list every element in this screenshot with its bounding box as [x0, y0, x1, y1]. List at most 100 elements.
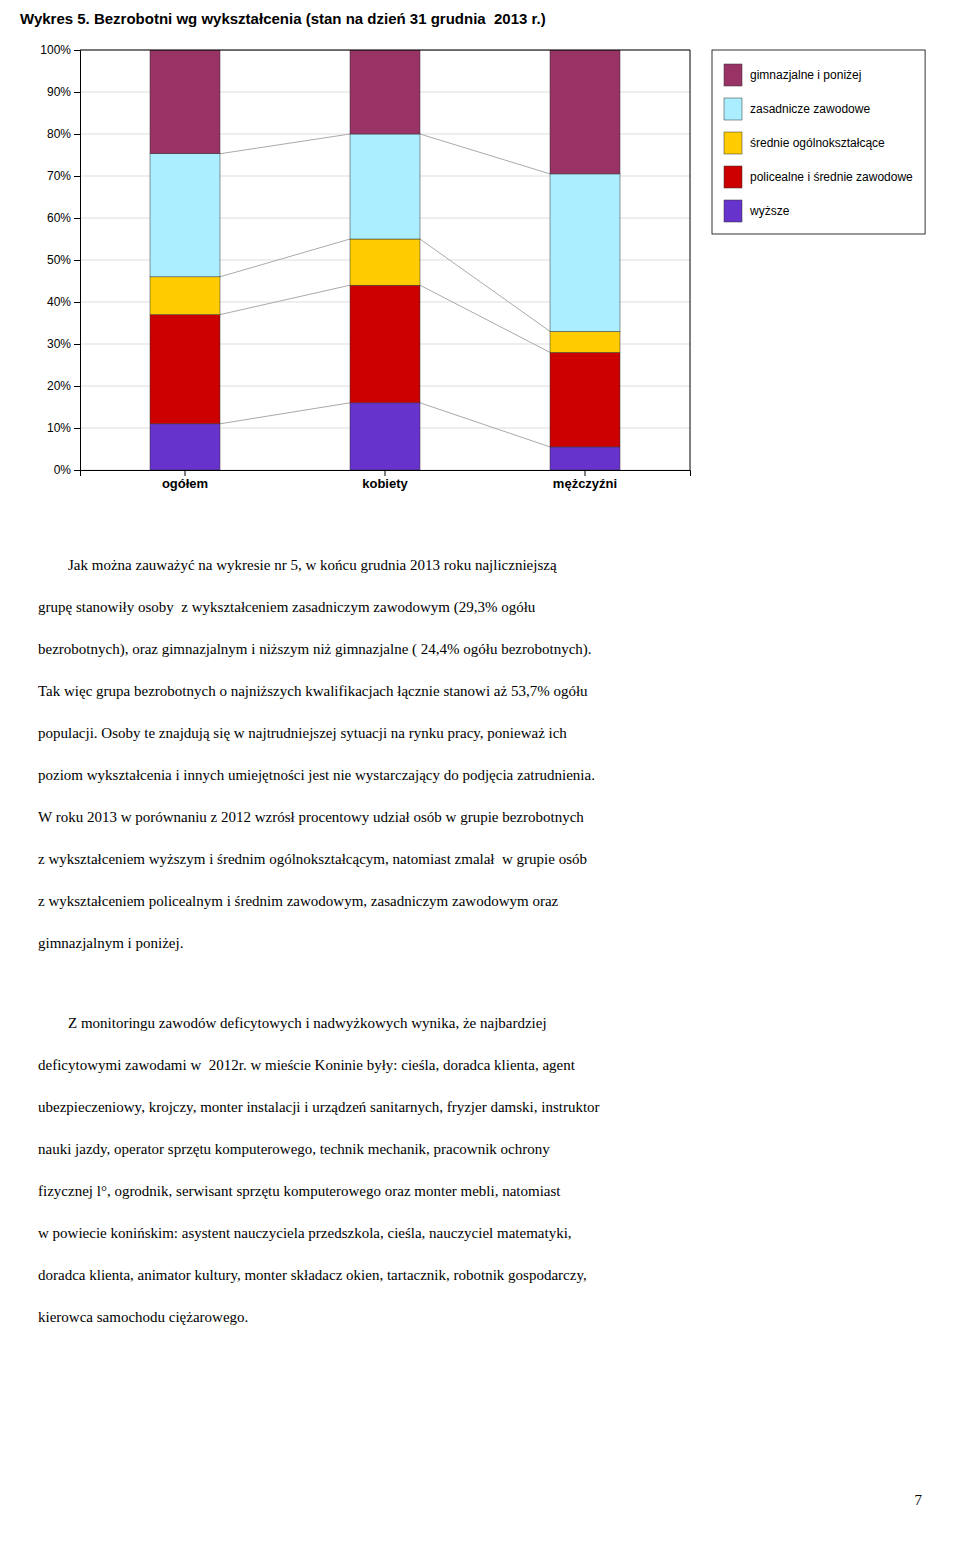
page: Wykres 5. Bezrobotni wg wykształcenia (s…	[0, 0, 960, 1541]
plot-area	[150, 50, 620, 470]
tick-label: 20%	[47, 379, 71, 393]
axis-line	[74, 51, 81, 471]
text-body: Jak można zauważyć na wykresie nr 5, w k…	[38, 557, 600, 1325]
paragraph-line: gimnazjalnym i poniżej.	[38, 935, 183, 951]
tick: 80%	[47, 127, 80, 141]
tick-label: kobiety	[362, 476, 408, 491]
connector-line	[420, 285, 550, 352]
tick-label: 40%	[47, 295, 71, 309]
tick-label: 80%	[47, 127, 71, 141]
bar	[150, 424, 220, 470]
paragraph-line: grupę stanowiły osoby z wykształceniem z…	[38, 599, 536, 616]
paragraph-line: fizycznej l°, ogrodnik, serwisant sprzęt…	[38, 1183, 561, 1199]
paragraph-line: Jak można zauważyć na wykresie nr 5, w k…	[38, 557, 557, 573]
tick-mark	[74, 470, 80, 471]
legend-swatch	[724, 166, 742, 188]
paragraph-line: W roku 2013 w porównaniu z 2012 wzrósł p…	[38, 809, 584, 825]
tick: 10%	[47, 421, 80, 435]
tick-mark	[585, 470, 586, 476]
bar	[150, 154, 220, 277]
tick-label: ogółem	[162, 476, 208, 491]
bar	[550, 352, 620, 447]
tick: 40%	[47, 295, 80, 309]
tick-label: 90%	[47, 85, 71, 99]
paragraph-line: Z monitoringu zawodów deficytowych i nad…	[38, 1015, 547, 1031]
tick-label: 70%	[47, 169, 71, 183]
bar	[550, 331, 620, 352]
tick-mark	[74, 428, 80, 429]
tick: 20%	[47, 379, 80, 393]
tick-label: mężczyźni	[553, 476, 617, 491]
tick: 90%	[47, 85, 80, 99]
tick: ogółem	[162, 470, 208, 491]
bar	[350, 285, 420, 403]
bar	[550, 50, 620, 174]
series-bars	[150, 134, 620, 331]
legend-label: średnie ogólnokształcące	[750, 136, 885, 150]
connector-line	[420, 134, 550, 174]
legend-label: policealne i średnie zawodowe	[750, 170, 913, 184]
tick: 70%	[47, 169, 80, 183]
paragraph-line: nauki jazdy, operator sprzętu komputerow…	[38, 1141, 550, 1157]
legend: gimnazjalne i poniżej zasadnicze zawodowe…	[712, 50, 925, 234]
tick-mark	[74, 50, 80, 51]
bars	[150, 50, 620, 470]
tick: kobiety	[362, 470, 408, 491]
connector-line	[220, 285, 350, 314]
legend-label: gimnazjalne i poniżej	[750, 68, 861, 82]
tick: mężczyźni	[553, 470, 617, 491]
chart-title: Wykres 5. Bezrobotni wg wykształcenia (s…	[20, 10, 546, 27]
grid-line	[80, 50, 690, 51]
bar	[350, 50, 420, 134]
legend-swatch	[724, 200, 742, 222]
connectors	[220, 50, 550, 447]
bar	[550, 447, 620, 470]
tick: 60%	[47, 211, 80, 225]
tick-mark	[185, 470, 186, 476]
x-axis: ogółem kobiety mężczyźni	[81, 470, 691, 491]
paragraph-line: z wykształceniem policealnym i średnim z…	[38, 893, 559, 909]
paragraph-line: poziom wykształcenia i innych umiejętnoś…	[38, 767, 595, 783]
y-axis: 0% 10% 20% 30% 40% 50% 60% 70% 80% 90% 100%	[40, 43, 80, 477]
paragraph-line: doradca klienta, animator kultury, monte…	[38, 1267, 587, 1283]
paragraph-line: w powiecie konińskim: asystent nauczycie…	[38, 1225, 572, 1241]
paragraph-line: ubezpieczeniowy, krojczy, monter instala…	[38, 1099, 600, 1115]
series-bars	[150, 403, 620, 470]
plot-frame	[690, 50, 691, 470]
series-bars	[150, 285, 620, 447]
axis-line	[81, 471, 691, 477]
bar	[150, 277, 220, 315]
connector-line	[220, 134, 350, 154]
tick-mark	[74, 386, 80, 387]
tick-mark	[74, 302, 80, 303]
legend-label: wyższe	[749, 204, 790, 218]
tick-mark	[74, 176, 80, 177]
bar	[150, 315, 220, 424]
tick-mark	[385, 470, 386, 476]
connector-line	[420, 403, 550, 447]
bar	[350, 403, 420, 470]
paragraph-line: populacji. Osoby te znajdują się w najtr…	[38, 725, 567, 741]
tick-mark	[74, 344, 80, 345]
tick-label: 10%	[47, 421, 71, 435]
paragraph-line: z wykształceniem wyższym i średnim ogóln…	[38, 851, 587, 867]
tick-label: 100%	[40, 43, 71, 57]
series-bars	[150, 50, 620, 174]
tick: 100%	[40, 43, 80, 57]
legend-swatch	[724, 64, 742, 86]
series-bars	[150, 239, 620, 352]
legend-frame	[712, 50, 925, 234]
legend-swatch	[724, 132, 742, 154]
tick-label: 0%	[54, 463, 72, 477]
tick-label: 50%	[47, 253, 71, 267]
tick-mark	[74, 260, 80, 261]
tick-label: 60%	[47, 211, 71, 225]
tick: 30%	[47, 337, 80, 351]
grid	[80, 50, 690, 470]
tick: 0%	[54, 463, 80, 477]
tick-mark	[74, 134, 80, 135]
bar	[350, 134, 420, 239]
legend-label: zasadnicze zawodowe	[750, 102, 870, 116]
tick-mark	[74, 218, 80, 219]
paragraph-line: kierowca samochodu ciężarowego.	[38, 1309, 248, 1325]
